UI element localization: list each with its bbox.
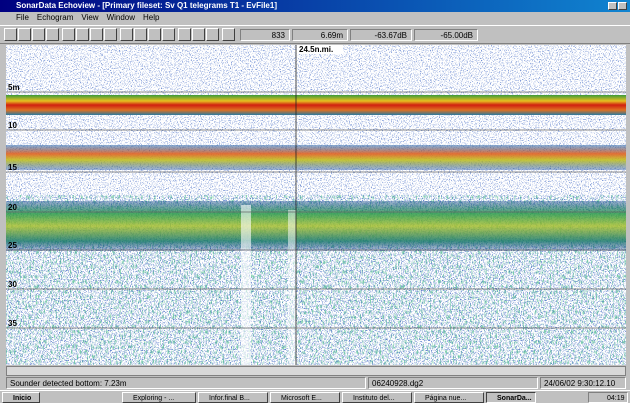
toolbar-button[interactable] bbox=[178, 28, 191, 41]
toolbar-button[interactable] bbox=[4, 28, 17, 41]
distance-label: 24.5n.mi. bbox=[299, 45, 333, 54]
menu-item[interactable]: Help bbox=[143, 13, 159, 22]
app-window: SonarData Echoview - [Primary fileset: S… bbox=[0, 0, 630, 403]
status-message: Sounder detected bottom: 7.23m bbox=[6, 377, 366, 389]
toolbar-button[interactable] bbox=[46, 28, 59, 41]
depth-label: 30 bbox=[8, 280, 17, 289]
taskbar: Inicio 04:19 p. Exploring - ...Infor.fin… bbox=[0, 390, 630, 403]
depth-label: 10 bbox=[8, 121, 17, 130]
depth-label: 35 bbox=[8, 319, 17, 328]
menu-item[interactable]: View bbox=[81, 13, 98, 22]
status-file: 06240928.dg2 bbox=[368, 377, 538, 389]
clock: 04:19 p. bbox=[588, 392, 628, 403]
toolbar-button[interactable] bbox=[192, 28, 205, 41]
toolbar-button[interactable] bbox=[90, 28, 103, 41]
start-button[interactable]: Inicio bbox=[2, 392, 40, 403]
toolbar-field: -65.00dB bbox=[414, 29, 478, 41]
toolbar-button[interactable] bbox=[222, 28, 235, 41]
toolbar-button[interactable] bbox=[134, 28, 147, 41]
toolbar-button[interactable] bbox=[148, 28, 161, 41]
toolbar-field: 6.69m bbox=[292, 29, 348, 41]
toolbar-button[interactable] bbox=[120, 28, 133, 41]
toolbar-button[interactable] bbox=[18, 28, 31, 41]
status-timestamp: 24/06/02 9:30:12.10 bbox=[540, 377, 626, 389]
toolbar-button[interactable] bbox=[62, 28, 75, 41]
toolbar-button[interactable] bbox=[32, 28, 45, 41]
menu-item[interactable]: Echogram bbox=[37, 13, 73, 22]
minimize-button[interactable] bbox=[608, 2, 617, 10]
maximize-button[interactable] bbox=[618, 2, 627, 10]
toolbar-field: -63.67dB bbox=[350, 29, 412, 41]
depth-label: 15 bbox=[8, 163, 17, 172]
depth-label: 5m bbox=[8, 83, 20, 92]
title-bar: SonarData Echoview - [Primary fileset: S… bbox=[0, 0, 630, 12]
toolbar-button[interactable] bbox=[76, 28, 89, 41]
taskbar-item[interactable]: SonarDa... bbox=[486, 392, 536, 403]
toolbar-field: 833 bbox=[240, 29, 290, 41]
taskbar-item[interactable]: Infor.final B... bbox=[198, 392, 268, 403]
window-title: SonarData Echoview - [Primary fileset: S… bbox=[16, 1, 277, 10]
toolbar-button[interactable] bbox=[206, 28, 219, 41]
echogram: 24.5n.mi. 5m 10 15 20 25 30 35 bbox=[6, 45, 626, 365]
taskbar-item[interactable]: Instituto del... bbox=[342, 392, 412, 403]
menu-item[interactable]: File bbox=[16, 13, 29, 22]
horizontal-scrollbar[interactable] bbox=[6, 366, 626, 376]
toolbar-button[interactable] bbox=[162, 28, 175, 41]
depth-label: 20 bbox=[8, 203, 17, 212]
menu-item[interactable]: Window bbox=[107, 13, 135, 22]
menu-bar: File Echogram View Window Help bbox=[0, 12, 630, 24]
depth-label: 25 bbox=[8, 241, 17, 250]
taskbar-item[interactable]: Página nue... bbox=[414, 392, 484, 403]
taskbar-item[interactable]: Microsoft E... bbox=[270, 392, 340, 403]
toolbar-button[interactable] bbox=[104, 28, 117, 41]
taskbar-item[interactable]: Exploring - ... bbox=[122, 392, 196, 403]
